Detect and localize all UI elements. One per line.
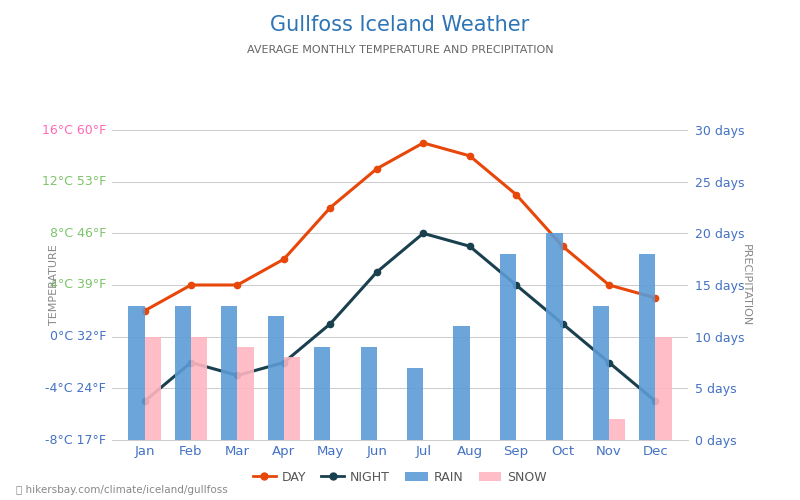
Bar — [454, 326, 470, 440]
DAY — [511, 192, 521, 198]
DAY — [650, 295, 660, 301]
Text: Gullfoss Iceland Weather: Gullfoss Iceland Weather — [270, 15, 530, 35]
DAY — [418, 140, 428, 146]
NIGHT — [465, 244, 474, 250]
Bar — [609, 420, 626, 440]
Bar — [128, 306, 145, 440]
DAY — [558, 244, 567, 250]
NIGHT — [326, 321, 335, 327]
Bar — [238, 347, 254, 440]
Line: NIGHT: NIGHT — [142, 230, 658, 404]
Bar — [639, 254, 655, 440]
Bar — [174, 306, 191, 440]
NIGHT — [511, 282, 521, 288]
DAY — [326, 204, 335, 210]
DAY — [604, 282, 614, 288]
Text: 0°C 32°F: 0°C 32°F — [50, 330, 106, 343]
DAY — [465, 153, 474, 159]
Legend: DAY, NIGHT, RAIN, SNOW: DAY, NIGHT, RAIN, SNOW — [248, 466, 552, 489]
Text: 8°C 46°F: 8°C 46°F — [50, 227, 106, 240]
Bar — [314, 347, 330, 440]
Bar — [145, 336, 161, 440]
Bar — [191, 336, 207, 440]
NIGHT — [558, 321, 567, 327]
NIGHT — [186, 360, 196, 366]
NIGHT — [418, 230, 428, 236]
Text: -4°C 24°F: -4°C 24°F — [46, 382, 106, 395]
Bar — [268, 316, 284, 440]
NIGHT — [279, 360, 289, 366]
Bar — [546, 234, 562, 440]
Bar — [284, 358, 300, 440]
Text: PRECIPITATION: PRECIPITATION — [741, 244, 750, 326]
DAY — [279, 256, 289, 262]
DAY — [372, 166, 382, 172]
NIGHT — [372, 269, 382, 275]
Text: TEMPERATURE: TEMPERATURE — [50, 244, 59, 326]
Bar — [361, 347, 377, 440]
NIGHT — [604, 360, 614, 366]
Bar — [407, 368, 423, 440]
NIGHT — [650, 398, 660, 404]
DAY — [186, 282, 196, 288]
Text: 4°C 39°F: 4°C 39°F — [50, 278, 106, 291]
Text: AVERAGE MONTHLY TEMPERATURE AND PRECIPITATION: AVERAGE MONTHLY TEMPERATURE AND PRECIPIT… — [246, 45, 554, 55]
DAY — [233, 282, 242, 288]
Text: 12°C 53°F: 12°C 53°F — [42, 175, 106, 188]
NIGHT — [233, 372, 242, 378]
Bar — [655, 336, 672, 440]
DAY — [140, 308, 150, 314]
Bar — [221, 306, 238, 440]
Text: ⌖ hikersbay.com/climate/iceland/gullfoss: ⌖ hikersbay.com/climate/iceland/gullfoss — [16, 485, 228, 495]
Text: 16°C 60°F: 16°C 60°F — [42, 124, 106, 136]
Bar — [500, 254, 516, 440]
Line: DAY: DAY — [142, 140, 658, 314]
Text: -8°C 17°F: -8°C 17°F — [46, 434, 106, 446]
NIGHT — [140, 398, 150, 404]
Bar — [593, 306, 609, 440]
